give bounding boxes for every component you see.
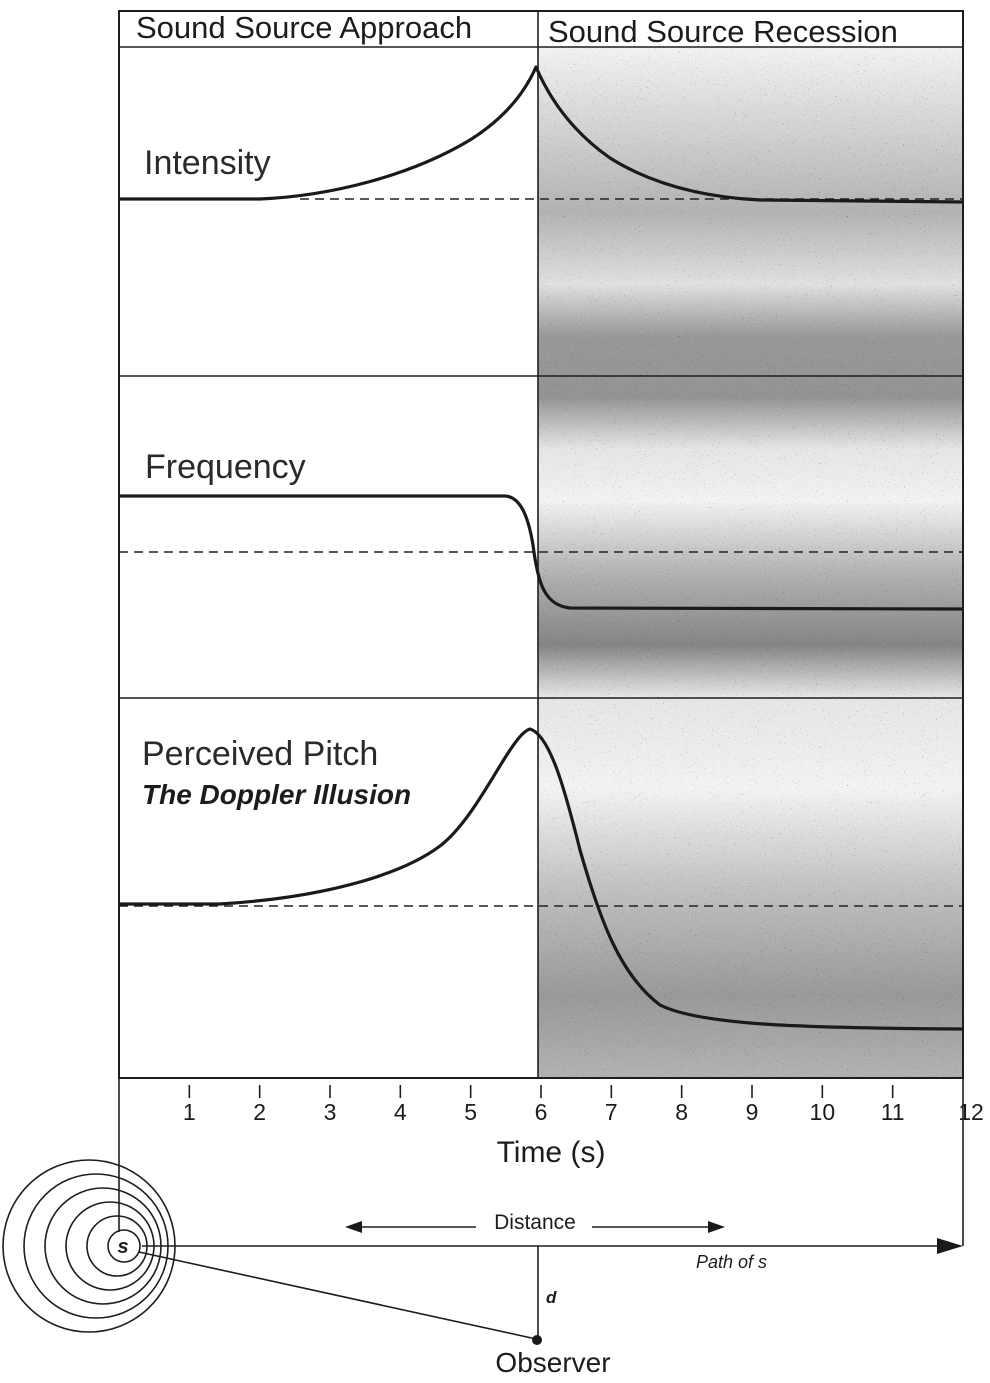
time-axis-tick-label: 10 [810,1099,836,1125]
path-arrowhead [937,1238,963,1254]
recession-shading [538,47,963,1078]
distance-arrow-left [345,1221,362,1233]
time-axis-tick-label: 8 [675,1099,688,1125]
frequency-curve [119,494,964,611]
distance-arrow-right [708,1221,725,1233]
time-axis-tick-label: 9 [746,1099,759,1125]
time-axis-tick-label: 2 [253,1099,266,1125]
time-axis-title: Time (s) [497,1136,606,1169]
time-axis-tick-label: 1 [183,1099,196,1125]
header-recession-label: Sound Source Recession [548,14,898,49]
pitch-curve [119,727,964,1031]
path-of-s-label: Path of s [696,1252,767,1272]
time-axis-tick-label: 7 [605,1099,618,1125]
intensity-curve [119,65,964,204]
pitch-subtitle: The Doppler Illusion [142,779,411,810]
d-label: d [546,1288,557,1307]
observer-label: Observer [495,1347,610,1378]
time-axis-tick-label: 11 [881,1099,905,1125]
time-axis-tick-label: 3 [324,1099,337,1125]
source-s-label: s [117,1236,128,1258]
time-axis-tick-label: 5 [464,1099,477,1125]
time-axis-tick-label: 6 [535,1099,548,1125]
observer-dot [532,1335,542,1345]
sightline [138,1251,537,1340]
pitch-label: Perceived Pitch [142,735,378,773]
chart-frame [118,10,964,1079]
time-axis-tick-label: 12 [958,1099,984,1125]
header-approach-label: Sound Source Approach [136,10,472,45]
frequency-label: Frequency [145,448,306,486]
intensity-label: Intensity [144,144,271,182]
time-axis-tick-label: 4 [394,1099,407,1125]
time-axis-ticks: 1 2 3 4 5 6 7 8 9 10 11 12 [183,1085,984,1125]
distance-label: Distance [494,1211,576,1234]
